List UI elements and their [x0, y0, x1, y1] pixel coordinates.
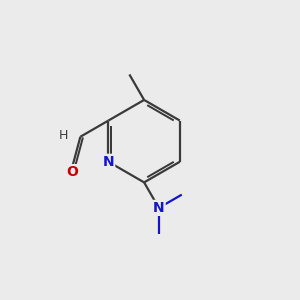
Text: N: N: [103, 155, 114, 169]
Text: H: H: [58, 129, 68, 142]
Text: N: N: [153, 201, 165, 215]
Text: O: O: [66, 165, 78, 179]
